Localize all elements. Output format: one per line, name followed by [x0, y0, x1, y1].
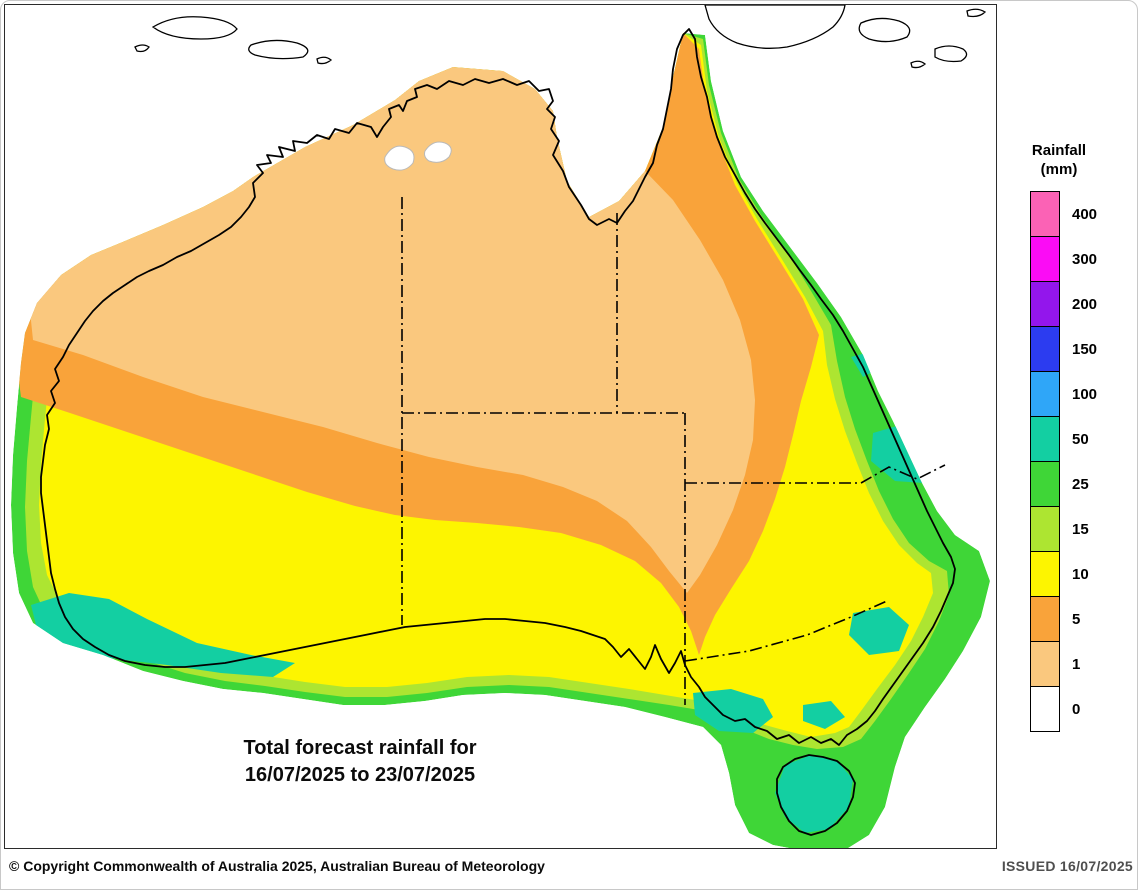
- legend-row: 0: [1030, 686, 1137, 732]
- australia-rainfall-map: [5, 5, 996, 848]
- map-panel: Total forecast rainfall for 16/07/2025 t…: [4, 4, 997, 849]
- legend-row: 5: [1030, 596, 1137, 642]
- legend-value-5: 5: [1072, 610, 1081, 628]
- legend-row: 15: [1030, 506, 1137, 552]
- legend-header: Rainfall (mm): [1006, 141, 1112, 179]
- legend-swatch-1: [1030, 641, 1060, 687]
- legend-value-150: 150: [1072, 340, 1098, 358]
- legend-value-400: 400: [1072, 205, 1098, 223]
- legend-value-15: 15: [1072, 520, 1089, 538]
- legend-value-300: 300: [1072, 250, 1098, 268]
- legend-swatch-100: [1030, 371, 1060, 417]
- legend-swatch-15: [1030, 506, 1060, 552]
- legend-swatch-50: [1030, 416, 1060, 462]
- legend-row: 200: [1030, 281, 1137, 327]
- legend-value-200: 200: [1072, 295, 1098, 313]
- legend-swatch-200: [1030, 281, 1060, 327]
- legend-row: 150: [1030, 326, 1137, 372]
- state-borders: [401, 197, 946, 705]
- legend-value-25: 25: [1072, 475, 1089, 493]
- legend-row: 50: [1030, 416, 1137, 462]
- neighbouring-coastlines: [134, 5, 987, 69]
- legend-swatch-300: [1030, 236, 1060, 282]
- lakes: [384, 141, 452, 171]
- copyright-text: © Copyright Commonwealth of Australia 20…: [9, 857, 545, 874]
- legend-row: 1: [1030, 641, 1137, 687]
- legend-value-10: 10: [1072, 565, 1089, 583]
- legend-value-0: 0: [1072, 700, 1081, 718]
- coastline: [40, 28, 956, 836]
- legend-value-100: 100: [1072, 385, 1098, 403]
- legend-swatch-0: [1030, 686, 1060, 732]
- rainfall-patch-50mm: [31, 351, 941, 833]
- legend-row: 400: [1030, 191, 1137, 237]
- legend-swatch-150: [1030, 326, 1060, 372]
- legend-swatch-25: [1030, 461, 1060, 507]
- legend-value-50: 50: [1072, 430, 1089, 448]
- legend-row: 100: [1030, 371, 1137, 417]
- legend-title: Rainfall: [1031, 142, 1087, 159]
- legend-swatch-400: [1030, 191, 1060, 237]
- map-title-line1: Total forecast rainfall for: [243, 737, 477, 759]
- legend-scale: 400 300 200 150 100 50: [1030, 191, 1137, 732]
- rainfall-band-1mm: [30, 67, 755, 593]
- footer: © Copyright Commonwealth of Australia 20…: [1, 850, 1137, 889]
- issued-text: ISSUED 16/07/2025: [1001, 857, 1133, 874]
- rainfall-legend: Rainfall (mm) 400 300 200 150 100: [1006, 141, 1137, 732]
- legend-row: 10: [1030, 551, 1137, 597]
- legend-row: 300: [1030, 236, 1137, 282]
- map-title-line2: 16/07/2025 to 23/07/2025: [244, 764, 476, 786]
- legend-value-1: 1: [1072, 655, 1081, 673]
- rainfall-field: [11, 33, 990, 848]
- legend-swatch-10: [1030, 551, 1060, 597]
- legend-unit: (mm): [1040, 161, 1078, 178]
- legend-swatch-5: [1030, 596, 1060, 642]
- legend-row: 25: [1030, 461, 1137, 507]
- map-title: Total forecast rainfall for 16/07/2025 t…: [175, 735, 545, 789]
